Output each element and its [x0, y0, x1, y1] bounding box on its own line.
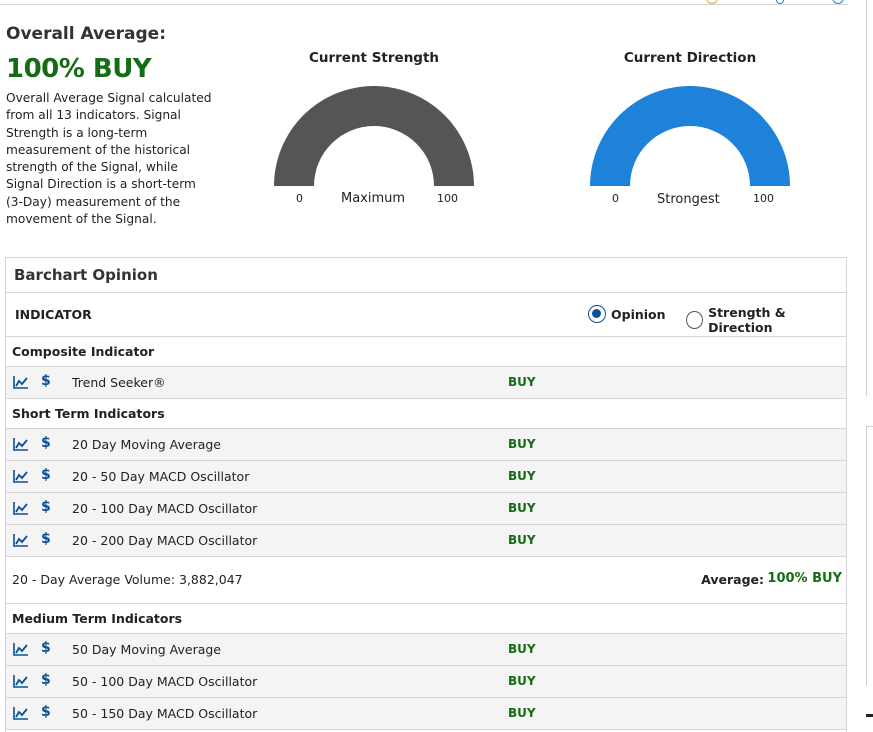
- indicator-name: 50 - 150 Day MACD Oscillator: [72, 706, 258, 721]
- indicator-header: INDICATOR: [15, 307, 92, 322]
- opinion-radio-dot[interactable]: [588, 305, 606, 323]
- indicator-signal: BUY: [508, 375, 536, 389]
- strength-direction-radio-label[interactable]: Strength & Direction: [708, 305, 786, 335]
- line-chart-icon[interactable]: [13, 642, 29, 656]
- indicator-row: $ Trend Seeker® BUY: [6, 367, 846, 399]
- strength-gauge: Current Strength 0 Maximum 100: [259, 50, 489, 206]
- direction-max: 100: [753, 192, 774, 205]
- indicator-row: $ 20 - 50 Day MACD Oscillator BUY: [6, 461, 846, 493]
- opinion-header: INDICATOR Opinion Strength & Direction: [6, 293, 846, 337]
- overall-description: Overall Average Signal calculated from a…: [6, 91, 212, 227]
- strength-min: 0: [296, 192, 303, 205]
- indicator-name: 50 Day Moving Average: [72, 642, 221, 657]
- indicator-row: $ 50 - 150 Day MACD Oscillator BUY: [6, 698, 846, 730]
- indicator-row: $ 50 - 100 Day MACD Oscillator BUY: [6, 666, 846, 698]
- medium-term-heading: Medium Term Indicators: [6, 604, 846, 634]
- short-term-heading: Short Term Indicators: [6, 399, 846, 429]
- strength-direction-radio-dot[interactable]: [686, 311, 704, 329]
- indicator-name: 20 - 50 Day MACD Oscillator: [72, 469, 250, 484]
- toolbar-icons-partial: [700, 0, 850, 4]
- direction-top: Top 1%: [660, 139, 720, 173]
- indicator-row: $ 20 - 100 Day MACD Oscillator BUY: [6, 493, 846, 525]
- indicator-signal: BUY: [508, 674, 536, 688]
- composite-heading: Composite Indicator: [6, 337, 846, 367]
- indicator-signal: BUY: [508, 469, 536, 483]
- indicator-row: $ 50 Day Moving Average BUY: [6, 634, 846, 666]
- side-panel-edge: [866, 426, 873, 686]
- indicator-name: 20 - 200 Day MACD Oscillator: [72, 533, 258, 548]
- strength-gauge-arc: [274, 86, 474, 186]
- direction-top-line1: Top: [678, 140, 702, 154]
- average-value: 100% BUY: [767, 571, 842, 586]
- opinion-radio[interactable]: Opinion: [588, 305, 666, 323]
- short-term-summary: 20 - Day Average Volume: 3,882,047 Avera…: [6, 557, 846, 604]
- dollar-icon[interactable]: $: [41, 435, 51, 451]
- strength-max: 100: [437, 192, 458, 205]
- direction-title: Current Direction: [623, 50, 757, 66]
- dollar-icon[interactable]: $: [41, 499, 51, 515]
- overall-average-panel: Overall Average: 100% BUY Overall Averag…: [6, 24, 216, 228]
- overall-heading: Overall Average:: [6, 24, 167, 44]
- line-chart-icon[interactable]: [13, 706, 29, 720]
- line-chart-icon[interactable]: [13, 437, 29, 451]
- line-chart-icon[interactable]: [13, 533, 29, 547]
- strength-direction-radio[interactable]: Strength & Direction: [686, 305, 846, 335]
- indicator-signal: BUY: [508, 706, 536, 720]
- top-divider: [0, 4, 848, 5]
- strength-title: Current Strength: [308, 50, 440, 66]
- composite-rows: $ Trend Seeker® BUY: [6, 367, 846, 399]
- medium-term-rows: $ 50 Day Moving Average BUY $ 50 - 100 D…: [6, 634, 846, 730]
- dollar-icon[interactable]: $: [41, 704, 51, 720]
- short-term-rows: $ 20 Day Moving Average BUY $ 20 - 50 Da…: [6, 429, 846, 557]
- dollar-icon[interactable]: $: [41, 640, 51, 656]
- indicator-name: 20 - 100 Day MACD Oscillator: [72, 501, 258, 516]
- indicator-name: 20 Day Moving Average: [72, 437, 221, 452]
- partial-icon-1[interactable]: [706, 0, 718, 4]
- direction-min: 0: [612, 192, 619, 205]
- indicator-row: $ 20 Day Moving Average BUY: [6, 429, 846, 461]
- overall-value: 100% BUY: [6, 54, 152, 84]
- dollar-icon[interactable]: $: [41, 672, 51, 688]
- indicator-signal: BUY: [508, 501, 536, 515]
- partial-icon-3[interactable]: [832, 0, 844, 4]
- indicator-signal: BUY: [508, 533, 536, 547]
- direction-gauge-arc: [590, 86, 790, 186]
- line-chart-icon[interactable]: [13, 469, 29, 483]
- opinion-title: Barchart Opinion: [6, 258, 846, 293]
- dollar-icon[interactable]: $: [41, 373, 51, 389]
- average-label: Average:: [701, 572, 764, 587]
- partial-icon-2[interactable]: [776, 0, 784, 4]
- dollar-icon[interactable]: $: [41, 467, 51, 483]
- opinion-radio-label[interactable]: Opinion: [611, 306, 666, 322]
- average-volume: 20 - Day Average Volume: 3,882,047: [12, 572, 243, 587]
- right-edge-line: [866, 0, 867, 396]
- indicator-name: 50 - 100 Day MACD Oscillator: [72, 674, 258, 689]
- indicator-row: $ 20 - 200 Day MACD Oscillator BUY: [6, 525, 846, 557]
- indicator-signal: BUY: [508, 642, 536, 656]
- line-chart-icon[interactable]: [13, 674, 29, 688]
- direction-top-line2: 1%: [679, 157, 701, 171]
- direction-label: Strongest: [657, 192, 720, 207]
- indicator-name: Trend Seeker®: [72, 375, 166, 390]
- dollar-icon[interactable]: $: [41, 531, 51, 547]
- indicator-signal: BUY: [508, 437, 536, 451]
- direction-gauge: Current Direction Top 1% 0 Strongest 100: [575, 50, 805, 207]
- strength-label: Maximum: [341, 191, 406, 206]
- line-chart-icon[interactable]: [13, 501, 29, 515]
- side-marker: [866, 714, 873, 717]
- line-chart-icon[interactable]: [13, 375, 29, 389]
- barchart-opinion-panel: Barchart Opinion INDICATOR Opinion Stren…: [5, 257, 847, 732]
